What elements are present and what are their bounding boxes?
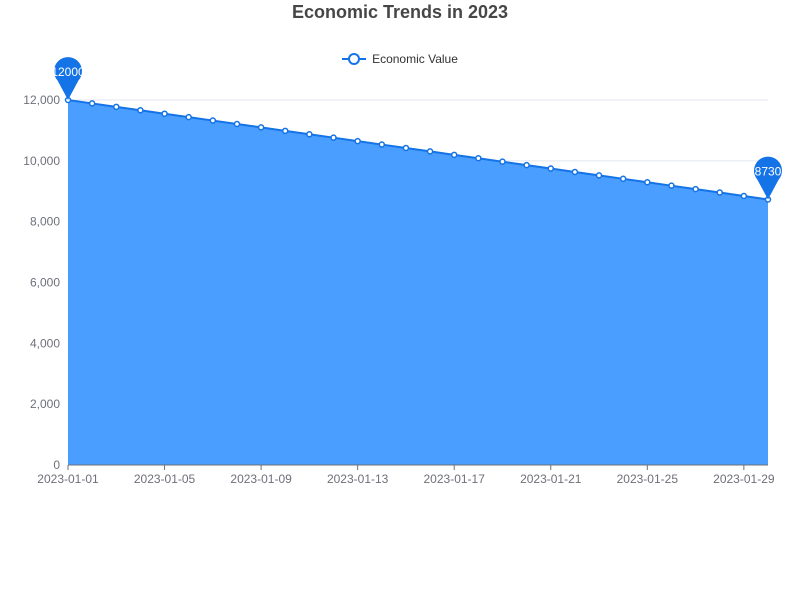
data-point [571, 168, 579, 176]
chart-title: Economic Trends in 2023 [291, 2, 509, 22]
data-point [209, 117, 217, 124]
data-point [740, 192, 748, 200]
marker-pin [54, 57, 82, 100]
area-fill [68, 100, 768, 465]
data-point [378, 141, 386, 148]
data-point [619, 175, 627, 183]
marker-label: 12000 [51, 65, 85, 79]
data-point [88, 100, 96, 107]
data-point [161, 110, 168, 117]
data-point [113, 103, 120, 111]
marker-label: 8730 [755, 164, 782, 178]
legend[interactable]: Economic Value [0, 52, 800, 66]
data-point [499, 158, 506, 165]
data-point [281, 127, 289, 135]
data-point [716, 189, 723, 196]
x-tick-label: 2023-01-09 [230, 472, 292, 486]
data-point [233, 120, 241, 128]
data-point [426, 148, 434, 155]
y-tick-label: 2,000 [30, 397, 60, 411]
x-tick-label: 2023-01-17 [424, 472, 486, 486]
marker-pin [754, 156, 783, 200]
data-point [402, 144, 410, 152]
data-point [330, 134, 337, 141]
data-point [668, 182, 675, 189]
y-tick-label: 12,000 [23, 93, 60, 107]
data-point [257, 124, 265, 131]
data-point [644, 178, 651, 186]
data-point [547, 165, 555, 172]
y-tick-label: 6,000 [30, 276, 60, 290]
y-tick-label: 4,000 [30, 336, 60, 350]
x-tick-label: 2023-01-05 [134, 472, 196, 486]
y-tick-label: 10,000 [23, 154, 60, 168]
x-tick-label: 2023-01-29 [713, 472, 775, 486]
data-point [450, 151, 458, 159]
data-point [475, 154, 482, 162]
series-line [67, 99, 769, 201]
legend-label: Economic Value [372, 52, 458, 66]
data-point [185, 113, 192, 121]
x-tick-label: 2023-01-01 [37, 472, 99, 486]
data-point [692, 185, 699, 193]
legend-swatch-icon [342, 53, 367, 65]
data-point [595, 172, 603, 179]
data-point [137, 107, 144, 114]
data-point [354, 137, 361, 145]
y-tick-label: 8,000 [30, 215, 60, 229]
y-tick-label: 0 [53, 458, 60, 472]
x-tick-label: 2023-01-21 [520, 472, 582, 486]
x-tick-label: 2023-01-13 [327, 472, 389, 486]
data-point [306, 131, 313, 138]
data-point [523, 161, 530, 169]
x-tick-label: 2023-01-25 [617, 472, 679, 486]
